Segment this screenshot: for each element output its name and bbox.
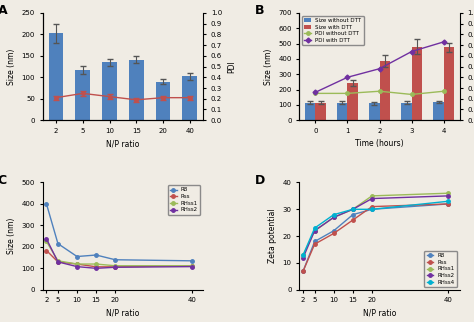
- RHss1: [446, 191, 451, 195]
- Bar: [75, 70, 90, 120]
- Bar: [49, 33, 64, 120]
- RHss2: [93, 266, 99, 270]
- Y-axis label: Size (nm): Size (nm): [264, 48, 273, 85]
- Line: RHss2: RHss2: [301, 194, 450, 259]
- RHss2: [331, 215, 337, 219]
- RHss2: [301, 256, 306, 260]
- Bar: [305, 103, 315, 120]
- Text: C: C: [0, 174, 7, 187]
- R8: [312, 240, 318, 243]
- Rss: [350, 218, 356, 222]
- Y-axis label: Size (nm): Size (nm): [7, 48, 16, 85]
- RHss1: [350, 207, 356, 211]
- RHss1: [189, 264, 194, 268]
- Rss: [93, 265, 99, 269]
- Line: RHss4: RHss4: [301, 200, 450, 257]
- RHss2: [189, 265, 194, 269]
- RHss2: [369, 197, 375, 201]
- Rss: [189, 264, 194, 268]
- Bar: [401, 103, 411, 120]
- Rss: [446, 202, 451, 206]
- Text: B: B: [255, 4, 264, 17]
- Bar: [182, 76, 197, 120]
- Legend: R8, Rss, RHss1, RHss2, RHss4: R8, Rss, RHss1, RHss2, RHss4: [424, 251, 457, 287]
- Rss: [331, 232, 337, 235]
- RHss4: [446, 199, 451, 203]
- Rss: [112, 265, 118, 269]
- Rss: [55, 260, 61, 264]
- RHss1: [74, 262, 80, 266]
- RHss4: [312, 226, 318, 230]
- Line: R8: R8: [45, 202, 193, 262]
- RHss2: [44, 237, 49, 241]
- RHss4: [369, 207, 375, 211]
- RHss2: [446, 194, 451, 198]
- Bar: [129, 60, 144, 120]
- RHss1: [331, 215, 337, 219]
- Rss: [44, 249, 49, 252]
- Rss: [301, 269, 306, 273]
- Bar: [155, 81, 170, 120]
- Bar: [347, 83, 358, 120]
- RHss1: [112, 264, 118, 268]
- RHss2: [350, 207, 356, 211]
- Line: RHss2: RHss2: [45, 237, 193, 270]
- Rss: [74, 262, 80, 266]
- Bar: [380, 61, 390, 120]
- X-axis label: Time (hours): Time (hours): [355, 139, 404, 148]
- RHss2: [312, 229, 318, 233]
- Bar: [337, 103, 347, 120]
- RHss1: [369, 194, 375, 198]
- RHss2: [112, 265, 118, 269]
- Line: RHss1: RHss1: [301, 192, 450, 257]
- Legend: R8, Rss, RHss1, RHss2: R8, Rss, RHss1, RHss2: [168, 185, 201, 215]
- Bar: [444, 47, 454, 120]
- Bar: [102, 62, 117, 120]
- RHss1: [301, 253, 306, 257]
- Line: Rss: Rss: [301, 202, 450, 273]
- Line: RHss1: RHss1: [45, 240, 193, 268]
- R8: [74, 255, 80, 259]
- X-axis label: N/P ratio: N/P ratio: [363, 309, 396, 318]
- Bar: [315, 103, 326, 120]
- R8: [55, 242, 61, 246]
- Rss: [312, 242, 318, 246]
- RHss1: [312, 229, 318, 233]
- Bar: [411, 47, 422, 120]
- RHss1: [93, 262, 99, 266]
- RHss4: [331, 213, 337, 217]
- RHss1: [55, 259, 61, 263]
- X-axis label: N/P ratio: N/P ratio: [106, 309, 139, 318]
- R8: [112, 258, 118, 262]
- RHss4: [350, 207, 356, 211]
- R8: [44, 202, 49, 206]
- R8: [446, 202, 451, 206]
- Y-axis label: Zeta potential: Zeta potential: [268, 209, 277, 263]
- Y-axis label: PDI: PDI: [228, 60, 237, 73]
- RHss1: [44, 240, 49, 243]
- Line: R8: R8: [301, 202, 450, 273]
- R8: [93, 253, 99, 257]
- R8: [350, 213, 356, 217]
- Bar: [369, 103, 380, 120]
- X-axis label: N/P ratio: N/P ratio: [106, 139, 139, 148]
- Text: D: D: [255, 174, 264, 187]
- Rss: [369, 205, 375, 209]
- R8: [301, 269, 306, 273]
- Line: Rss: Rss: [45, 249, 193, 269]
- RHss2: [74, 265, 80, 269]
- R8: [331, 229, 337, 233]
- R8: [189, 259, 194, 263]
- Y-axis label: Size (nm): Size (nm): [7, 218, 16, 254]
- Text: A: A: [0, 4, 8, 17]
- Bar: [433, 102, 444, 120]
- RHss4: [301, 253, 306, 257]
- R8: [369, 207, 375, 211]
- Legend: Size without DTT, Size with DTT, PDI without DTT, PDI with DTT: Size without DTT, Size with DTT, PDI wit…: [302, 16, 364, 45]
- RHss2: [55, 260, 61, 264]
